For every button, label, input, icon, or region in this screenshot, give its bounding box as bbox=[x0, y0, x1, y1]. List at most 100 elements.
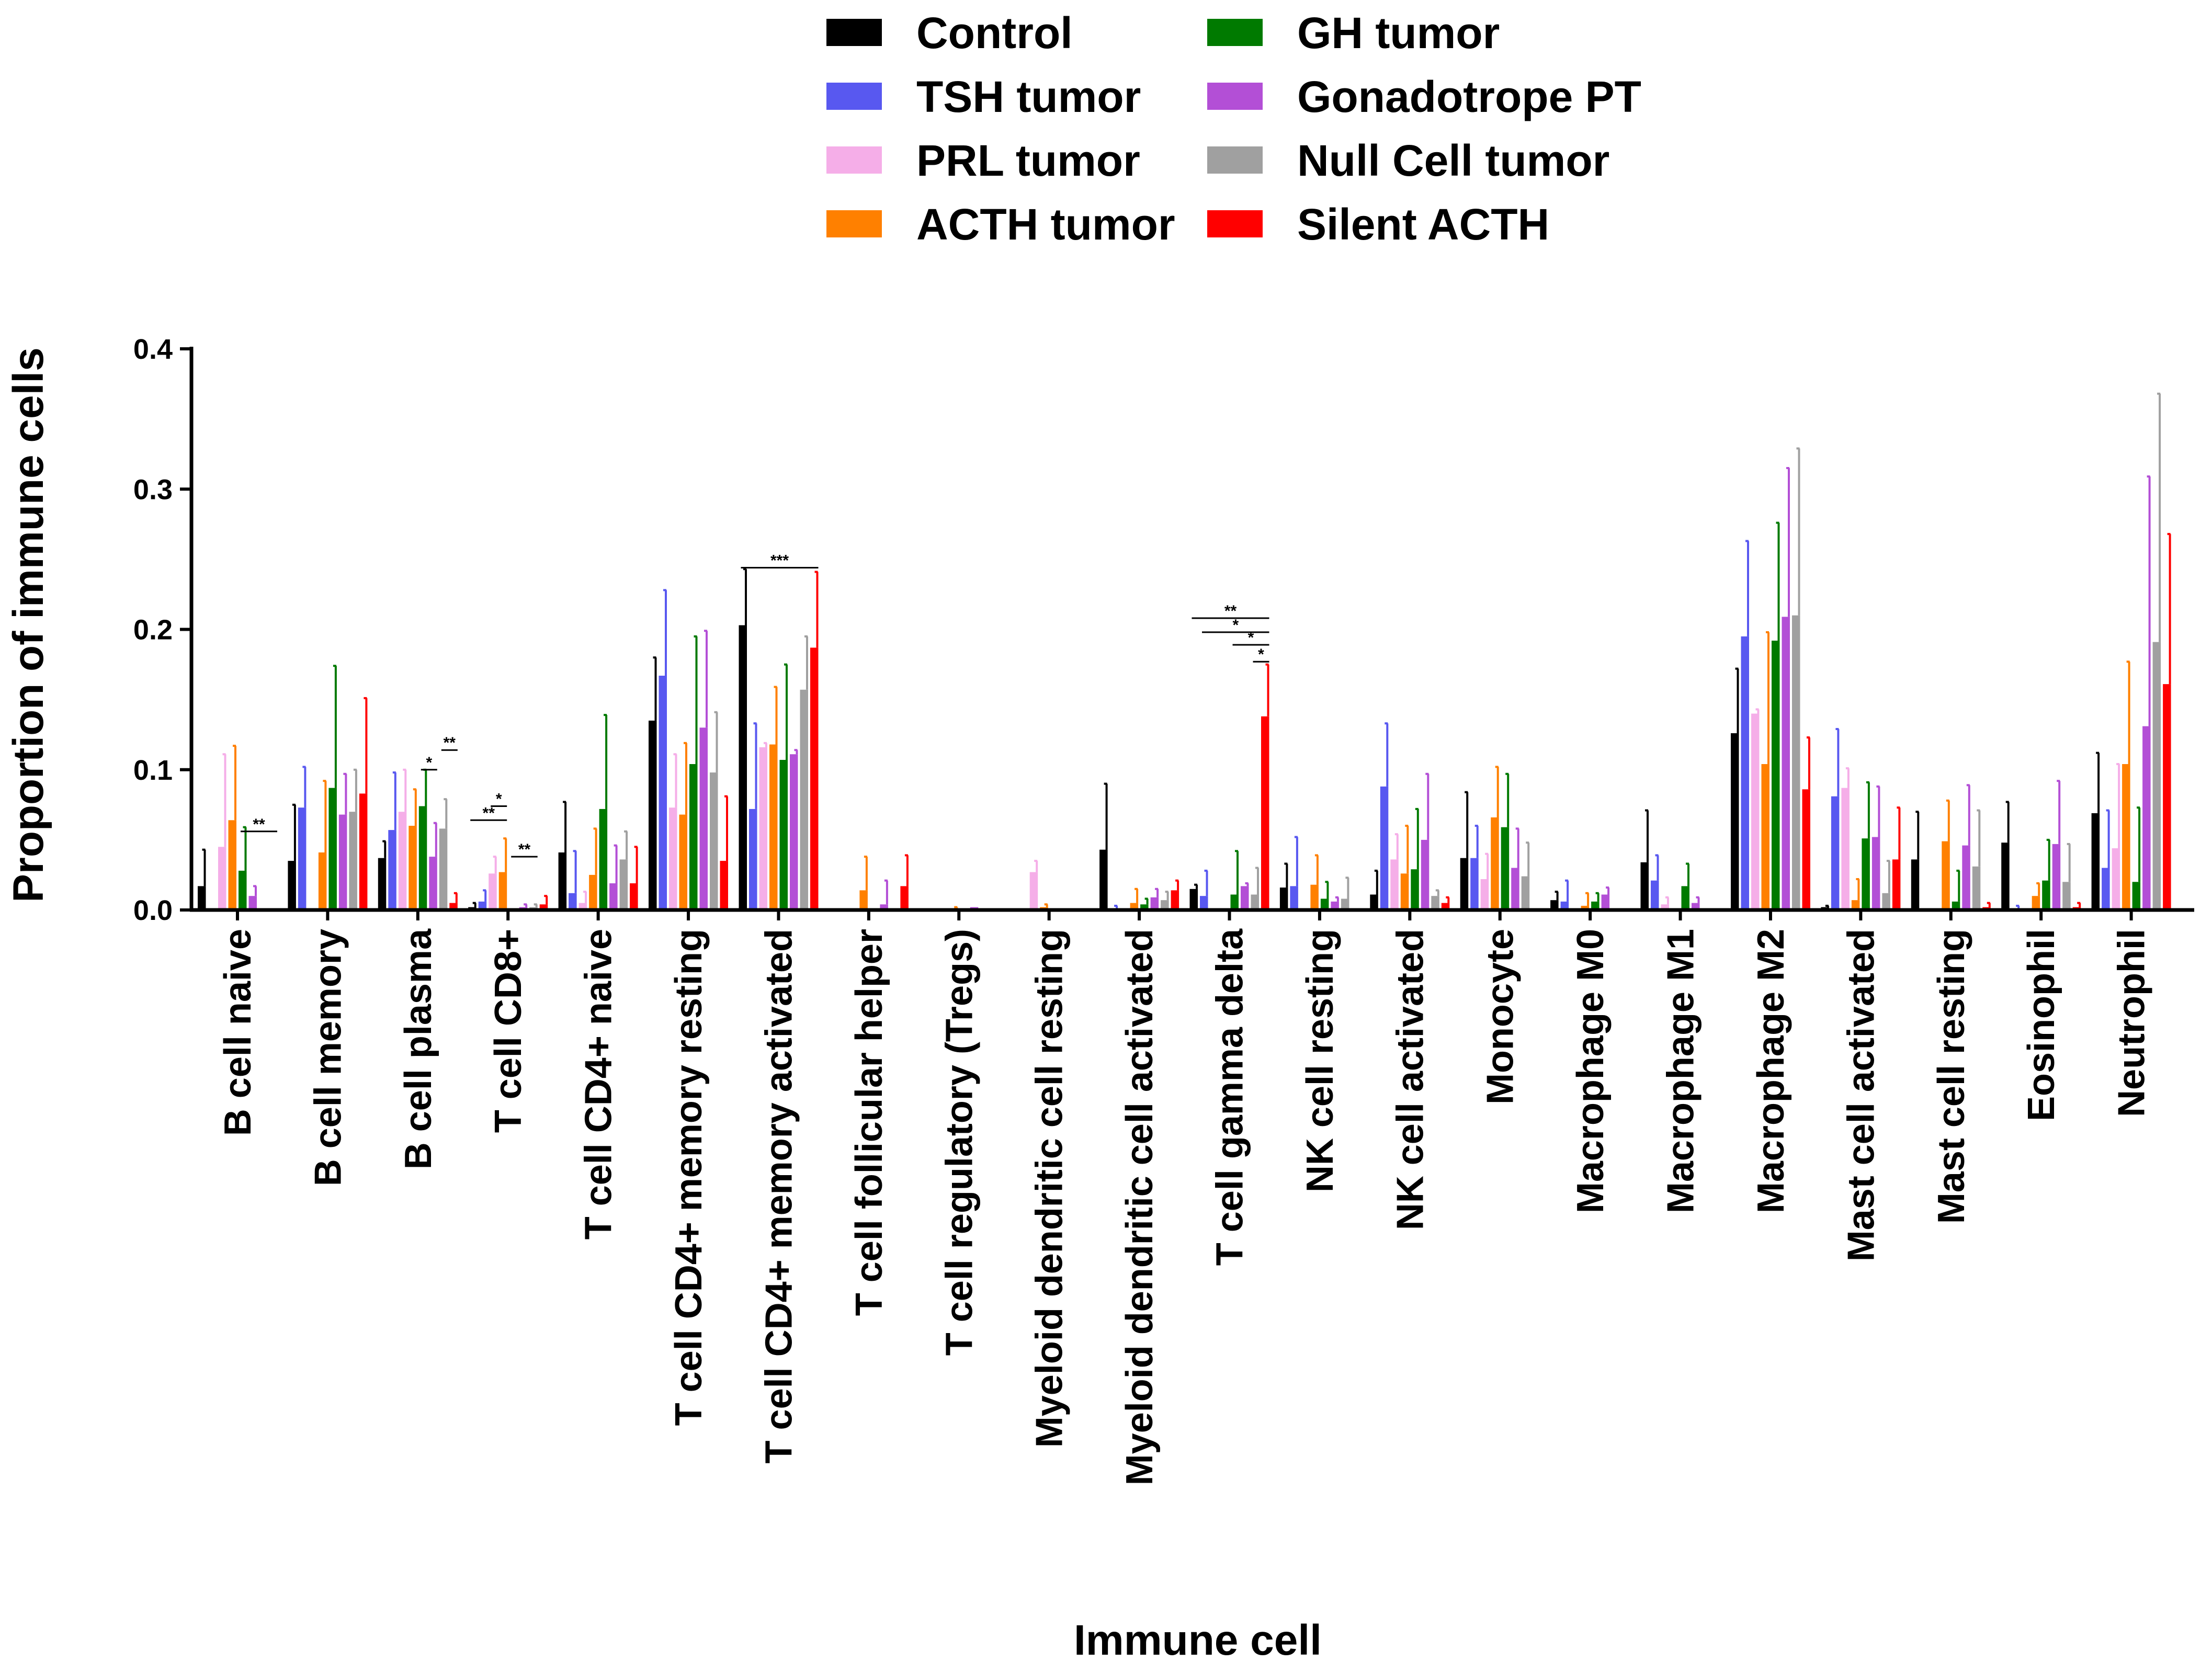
significance-stars: * bbox=[1258, 646, 1264, 663]
legend-label-prl-tumor: PRL tumor bbox=[916, 136, 1140, 185]
bar-gonadotrope-pt-monocyte bbox=[1511, 868, 1519, 910]
bar-null-cell-tumor-t-cell-cd4-memory-activated bbox=[800, 689, 808, 910]
bar-silent-acth-t-cell-cd4-memory-resting bbox=[720, 861, 728, 910]
bar-silent-acth-neutrophil bbox=[2163, 684, 2171, 910]
bar-gh-tumor-b-cell-plasma bbox=[418, 806, 427, 910]
bar-null-cell-tumor-mast-cell-activated bbox=[1882, 893, 1890, 910]
bar-control-t-cell-cd4-memory-activated bbox=[739, 625, 747, 910]
bar-null-cell-tumor-b-cell-memory bbox=[349, 812, 357, 910]
category-label-eosinophil: Eosinophil bbox=[2021, 929, 2062, 1121]
bar-acth-tumor-b-cell-memory bbox=[318, 852, 327, 910]
bar-tsh-tumor-neutrophil bbox=[2102, 868, 2110, 910]
bar-gh-tumor-macrophage-m1 bbox=[1681, 886, 1689, 910]
bar-tsh-tumor-b-cell-memory bbox=[298, 807, 307, 910]
significance-stars: ** bbox=[518, 841, 531, 858]
category-label-nk-cell-activated: NK cell activated bbox=[1389, 929, 1431, 1230]
legend-label-silent-acth: Silent ACTH bbox=[1297, 200, 1549, 249]
legend-swatch-tsh-tumor bbox=[826, 83, 882, 110]
y-tick-label: 0.3 bbox=[133, 474, 173, 505]
category-label-t-cell-regulatory-tregs: T cell regulatory (Tregs) bbox=[938, 929, 980, 1356]
bar-gonadotrope-pt-t-cell-gamma-delta bbox=[1241, 886, 1249, 910]
bar-null-cell-tumor-macrophage-m2 bbox=[1792, 615, 1800, 910]
legend: Control TSH tumor PRL tumor ACTH tumor GH tu… bbox=[826, 8, 1641, 249]
bar-gonadotrope-pt-macrophage-m0 bbox=[1601, 894, 1610, 910]
significance-stars: * bbox=[1248, 629, 1254, 646]
bar-silent-acth-t-cell-follicular-helper bbox=[900, 886, 909, 910]
bar-control-nk-cell-activated bbox=[1370, 894, 1378, 910]
bar-null-cell-tumor-mast-cell-resting bbox=[1972, 866, 1981, 910]
y-axis-title: Proportion of immune cells bbox=[5, 347, 52, 903]
y-tick-label: 0.0 bbox=[133, 895, 173, 926]
bar-silent-acth-t-cell-cd8 bbox=[539, 904, 548, 910]
bar-control-neutrophil bbox=[2091, 813, 2100, 910]
bar-gh-tumor-monocyte bbox=[1501, 827, 1510, 910]
bar-prl-tumor-nk-cell-activated bbox=[1390, 859, 1399, 910]
significance-stars: ** bbox=[444, 734, 456, 752]
bar-silent-acth-myeloid-dendritic-cell-activated bbox=[1171, 890, 1179, 910]
bar-gh-tumor-nk-cell-activated bbox=[1411, 869, 1419, 910]
y-ticks: 0.0 0.1 0.2 0.3 0.4 bbox=[133, 334, 191, 926]
bar-gh-tumor-t-cell-cd4-memory-resting bbox=[689, 764, 698, 910]
bar-prl-tumor-macrophage-m1 bbox=[1661, 904, 1669, 910]
legend-label-control: Control bbox=[916, 8, 1073, 58]
bar-prl-tumor-neutrophil bbox=[2112, 848, 2120, 910]
bar-gonadotrope-pt-b-cell-plasma bbox=[429, 857, 437, 910]
category-label-t-cell-follicular-helper: T cell follicular helper bbox=[848, 929, 890, 1316]
bar-tsh-tumor-b-cell-plasma bbox=[388, 830, 396, 910]
y-tick-label: 0.4 bbox=[133, 334, 173, 365]
bar-tsh-tumor-t-cell-cd4-memory-resting bbox=[659, 676, 667, 910]
significance-stars: * bbox=[496, 791, 502, 808]
bar-acth-tumor-t-cell-cd4-memory-resting bbox=[679, 814, 687, 910]
bar-acth-tumor-t-cell-cd4-memory-activated bbox=[769, 744, 778, 910]
bar-silent-acth-t-cell-cd4-naive bbox=[630, 883, 638, 910]
legend-swatch-gonadotrope-pt bbox=[1207, 83, 1263, 110]
error-bars bbox=[202, 392, 2171, 909]
bar-acth-tumor-nk-cell-resting bbox=[1310, 884, 1319, 910]
bar-acth-tumor-mast-cell-resting bbox=[1942, 841, 1950, 910]
legend-label-acth-tumor: ACTH tumor bbox=[916, 200, 1175, 249]
bar-null-cell-tumor-neutrophil bbox=[2152, 642, 2161, 910]
bar-acth-tumor-t-cell-cd4-naive bbox=[589, 874, 597, 910]
bar-silent-acth-t-cell-cd4-memory-activated bbox=[810, 647, 819, 910]
bar-tsh-tumor-t-cell-gamma-delta bbox=[1200, 896, 1208, 910]
bar-prl-tumor-mast-cell-activated bbox=[1841, 788, 1850, 910]
bar-silent-acth-t-cell-gamma-delta bbox=[1261, 716, 1269, 910]
bar-silent-acth-b-cell-memory bbox=[359, 793, 368, 910]
category-label-neutrophil: Neutrophil bbox=[2111, 929, 2153, 1117]
bar-acth-tumor-nk-cell-activated bbox=[1400, 873, 1409, 910]
bar-null-cell-tumor-t-cell-cd4-memory-resting bbox=[710, 772, 718, 910]
bar-gonadotrope-pt-t-cell-follicular-helper bbox=[880, 904, 888, 910]
bar-control-macrophage-m1 bbox=[1640, 862, 1649, 910]
x-axis-title: Immune cell bbox=[1074, 1617, 1322, 1664]
bar-gonadotrope-pt-neutrophil bbox=[2142, 726, 2151, 910]
significance-annotations: ****************** bbox=[241, 552, 1269, 858]
bar-tsh-tumor-macrophage-m2 bbox=[1741, 636, 1749, 910]
bar-acth-tumor-mast-cell-activated bbox=[1851, 900, 1860, 910]
bar-acth-tumor-neutrophil bbox=[2122, 764, 2130, 910]
category-label-mast-cell-activated: Mast cell activated bbox=[1840, 929, 1882, 1261]
bar-control-monocyte bbox=[1460, 858, 1469, 910]
bar-acth-tumor-t-cell-follicular-helper bbox=[859, 890, 868, 910]
bar-null-cell-tumor-eosinophil bbox=[2062, 882, 2071, 910]
bar-gh-tumor-neutrophil bbox=[2132, 882, 2141, 910]
bar-gh-tumor-t-cell-cd4-naive bbox=[599, 809, 608, 910]
category-label-t-cell-cd4-memory-resting: T cell CD4+ memory resting bbox=[668, 929, 710, 1426]
bar-control-mast-cell-resting bbox=[1911, 859, 1920, 910]
bar-gh-tumor-t-cell-gamma-delta bbox=[1230, 894, 1239, 910]
plot-area: ****************** 0.00.10.20.30.4 B cel… bbox=[133, 334, 2194, 1485]
bar-control-b-cell-memory bbox=[288, 861, 296, 910]
category-label-b-cell-naive: B cell naive bbox=[217, 929, 259, 1136]
bar-gh-tumor-nk-cell-resting bbox=[1320, 898, 1329, 910]
category-label-macrophage-m2: Macrophage M2 bbox=[1750, 929, 1792, 1213]
bar-silent-acth-macrophage-m2 bbox=[1802, 789, 1810, 910]
bar-prl-tumor-t-cell-cd4-memory-activated bbox=[759, 747, 767, 910]
bar-prl-tumor-myeloid-dendritic-cell-resting bbox=[1029, 872, 1038, 910]
bar-acth-tumor-b-cell-plasma bbox=[409, 826, 417, 910]
bar-tsh-tumor-macrophage-m1 bbox=[1651, 880, 1659, 910]
legend-label-null-cell-tumor: Null Cell tumor bbox=[1297, 136, 1609, 185]
bar-null-cell-tumor-monocyte bbox=[1521, 876, 1530, 910]
bar-control-macrophage-m0 bbox=[1550, 900, 1559, 910]
legend-swatch-gh-tumor bbox=[1207, 19, 1263, 46]
legend-swatch-control bbox=[826, 19, 882, 46]
bar-tsh-tumor-nk-cell-activated bbox=[1380, 786, 1389, 910]
